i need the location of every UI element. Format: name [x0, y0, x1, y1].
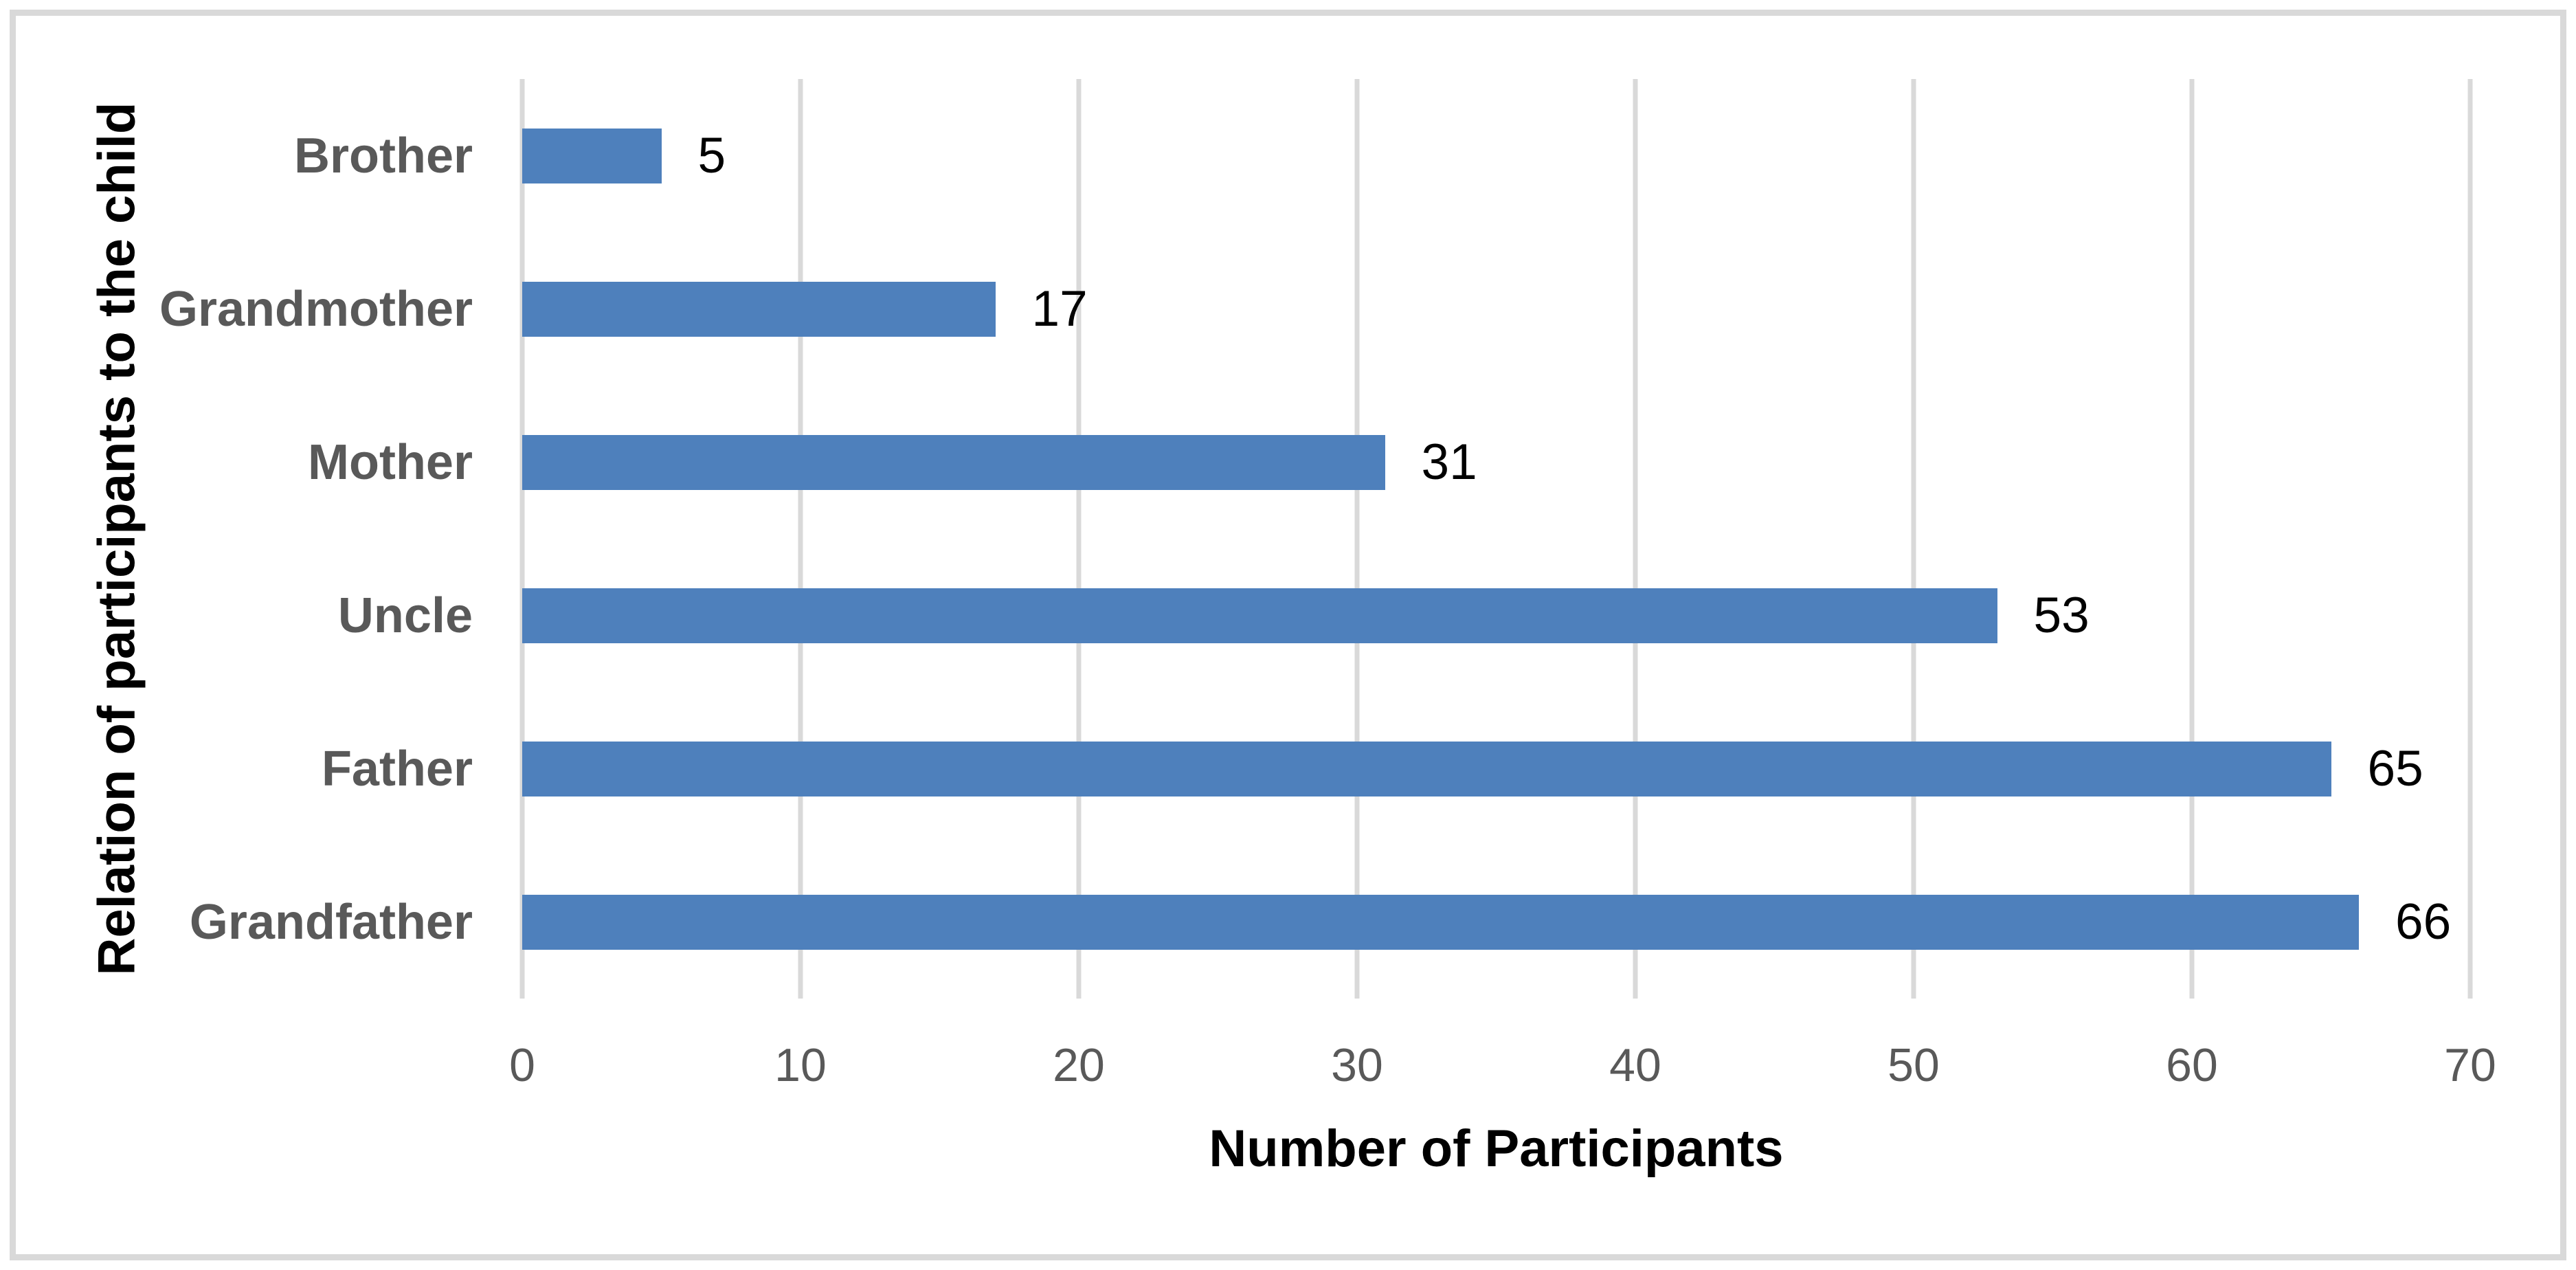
value-label-brother: 5 [697, 127, 726, 183]
y-axis-title: Relation of participants to the child [87, 102, 146, 976]
bar-row-uncle: Uncle 53 [338, 539, 2470, 692]
value-label-father: 65 [2367, 740, 2423, 796]
bar-row-brother: Brother 5 [294, 79, 2470, 232]
x-tick-label-10: 10 [774, 1039, 827, 1091]
plot-area: Brother 5 Grandmother 17 Mother 31 Uncle 53 Fath… [159, 79, 2473, 999]
gridline-50 [1911, 79, 1916, 999]
bar-uncle [522, 588, 1997, 643]
value-label-grandfather: 66 [2395, 893, 2452, 950]
x-tick-label-0: 0 [509, 1039, 535, 1091]
gridline-0 [519, 79, 525, 999]
x-tick-label-30: 30 [1331, 1039, 1383, 1091]
category-label-father: Father [321, 741, 473, 796]
gridline-40 [1633, 79, 1638, 999]
x-axis-tick-labels: 0 10 20 30 40 50 60 70 [509, 1034, 2496, 1096]
value-label-grandmother: 17 [1031, 280, 1088, 337]
bar-row-father: Father 65 [322, 692, 2470, 845]
x-tick-label-20: 20 [1053, 1039, 1105, 1091]
category-label-uncle: Uncle [337, 588, 473, 643]
bar-father [522, 741, 2331, 796]
category-label-mother: Mother [308, 434, 473, 490]
chart-border [10, 10, 2566, 1260]
bar-mother [522, 434, 1385, 490]
gridline-20 [1076, 79, 1082, 999]
category-label-brother: Brother [293, 128, 473, 183]
bar-row-grandmother: Grandmother 17 [159, 232, 2470, 386]
x-axis-title: Number of Participants [1209, 1119, 1784, 1178]
gridline-10 [798, 79, 803, 999]
bar-grandmother [522, 281, 996, 337]
value-label-mother: 31 [1421, 434, 1477, 490]
bar-row-mother: Mother 31 [308, 386, 2470, 539]
value-label-uncle: 53 [2033, 587, 2090, 643]
bar-grandfather [522, 894, 2359, 950]
x-tick-label-50: 50 [1888, 1039, 1940, 1091]
category-label-grandmother: Grandmother [159, 281, 473, 337]
x-tick-label-70: 70 [2444, 1039, 2496, 1091]
bar-brother [522, 128, 662, 183]
gridline-70 [2467, 79, 2473, 999]
bar-row-grandfather: Grandfather 66 [190, 845, 2470, 999]
bar-rows: Brother 5 Grandmother 17 Mother 31 Uncle 53 Fath… [159, 79, 2470, 999]
gridline-30 [1354, 79, 1360, 999]
gridline-60 [2189, 79, 2195, 999]
x-tick-label-40: 40 [1609, 1039, 1661, 1091]
x-tick-label-60: 60 [2166, 1039, 2218, 1091]
category-label-grandfather: Grandfather [189, 894, 473, 950]
